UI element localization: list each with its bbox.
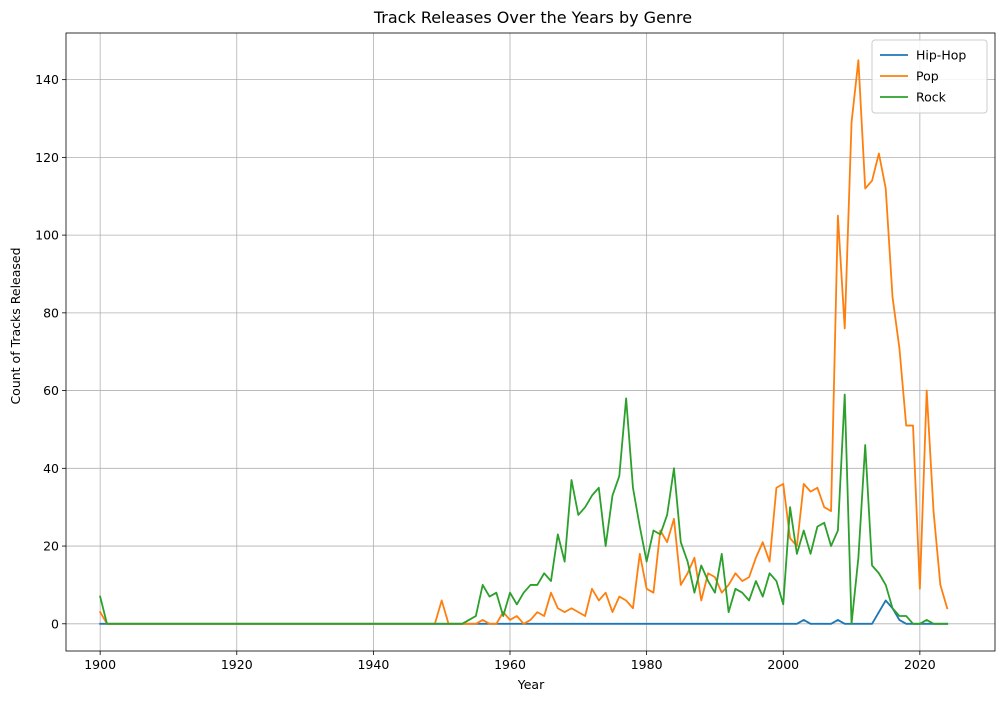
y-axis-ticks: 0 20 40 60 80 100 120 140 [35,72,66,631]
y-tick-label: 60 [43,383,59,398]
x-axis-label: Year [517,677,545,692]
x-tick-label: 1900 [84,657,116,672]
x-axis-ticks: 1900 1920 1940 1960 1980 2000 2020 [84,651,936,672]
series-line-rock [99,393,949,625]
legend-box [871,39,988,114]
x-tick-label: 1960 [494,657,526,672]
y-tick-label: 100 [35,228,59,243]
legend: Hip-Hop Pop Rock [871,39,988,114]
chart-title: Track Releases Over the Years by Genre [373,8,692,27]
x-tick-label: 1920 [221,657,253,672]
x-tick-label: 2020 [904,657,936,672]
x-tick-label: 1940 [357,657,389,672]
legend-label: Rock [916,90,947,105]
series-lines [98,59,949,625]
legend-label: Pop [916,69,939,84]
x-tick-label: 1980 [631,657,663,672]
y-tick-label: 140 [35,72,59,87]
y-tick-label: 120 [35,150,59,165]
y-tick-label: 20 [43,539,59,554]
y-tick-label: 80 [43,305,59,320]
plot-area-frame [65,32,996,652]
x-tick-label: 2000 [767,657,799,672]
legend-label: Hip-Hop [916,48,966,63]
y-axis-label: Count of Tracks Released [8,247,23,404]
y-tick-label: 0 [51,616,59,631]
y-tick-label: 40 [43,461,59,476]
